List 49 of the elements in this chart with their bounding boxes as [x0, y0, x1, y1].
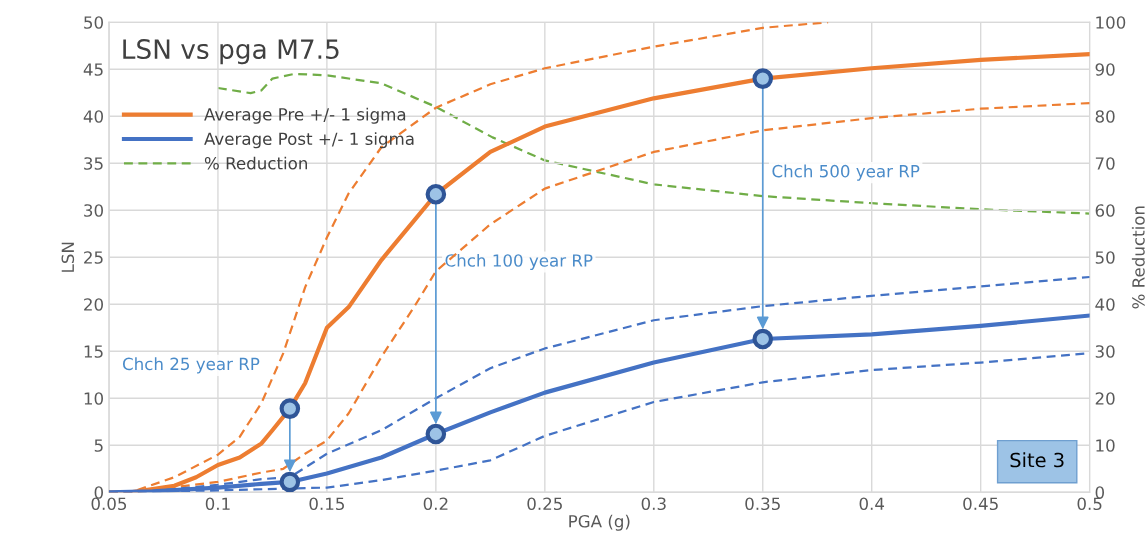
x-tick-label: 0.2: [423, 497, 448, 511]
y2-tick-label: 90: [1095, 63, 1115, 76]
y-tick-label: 30: [84, 204, 103, 217]
y-axis-title: LSN: [61, 242, 75, 272]
legend-label: Average Post +/- 1 sigma: [204, 132, 414, 149]
point: [279, 471, 301, 493]
x-tick-label: 0.1: [205, 497, 230, 511]
legend-label: Average Pre +/- 1 sigma: [204, 107, 406, 124]
point: [752, 68, 774, 89]
annotation: Chch 500 year RP: [772, 164, 920, 181]
text: LSN vs pga M7.5: [123, 39, 339, 65]
x-tick-label: 0.4: [859, 497, 885, 511]
y-tick-label: 25: [84, 251, 103, 264]
y-tick-label: 10: [84, 392, 103, 405]
point: [752, 328, 774, 350]
y2-tick-label: 60: [1095, 204, 1115, 217]
x-tick-label: 0.35: [745, 497, 780, 511]
x-tick-label: 0.05: [91, 497, 127, 511]
y2-tick-label: 70: [1095, 157, 1115, 170]
x-tick-label: 0.5: [1077, 497, 1102, 511]
annotation: Chch 25 year RP: [122, 357, 260, 374]
y2-tick-label: 20: [1095, 392, 1115, 405]
y-tick-label: 20: [84, 298, 103, 311]
x-tick-label: 0.25: [527, 497, 562, 511]
point: [279, 398, 301, 419]
y-tick-label: 0: [94, 486, 103, 499]
point: [425, 423, 447, 445]
annotation: Chch 100 year RP: [445, 253, 593, 271]
y2-tick-label: 50: [1095, 251, 1115, 264]
y-tick-label: 45: [83, 63, 103, 76]
x-axis-title: PGA (g): [569, 514, 630, 531]
y2-tick-label: 10: [1096, 439, 1115, 452]
point: [425, 183, 447, 205]
legend-label: % Reduction: [204, 156, 307, 170]
y2-tick-label: 40: [1095, 298, 1115, 311]
x-tick-label: 0.3: [641, 497, 666, 511]
y-tick-label: 35: [84, 157, 103, 170]
annotation: Site 3: [1010, 452, 1064, 468]
y-tick-label: 5: [94, 439, 103, 452]
y-tick-label: 40: [83, 110, 103, 123]
y2-tick-label: 0: [1095, 486, 1105, 499]
y2-tick-label: 80: [1095, 110, 1115, 123]
y-tick-label: 15: [84, 345, 103, 358]
y2-tick-label: 30: [1095, 345, 1115, 358]
x-tick-label: 0.45: [963, 497, 998, 511]
y2-axis-title: % Reduction: [1131, 206, 1145, 309]
y2-tick-label: 100: [1096, 16, 1126, 29]
x-tick-label: 0.15: [309, 497, 344, 511]
y-tick-label: 50: [84, 16, 103, 29]
